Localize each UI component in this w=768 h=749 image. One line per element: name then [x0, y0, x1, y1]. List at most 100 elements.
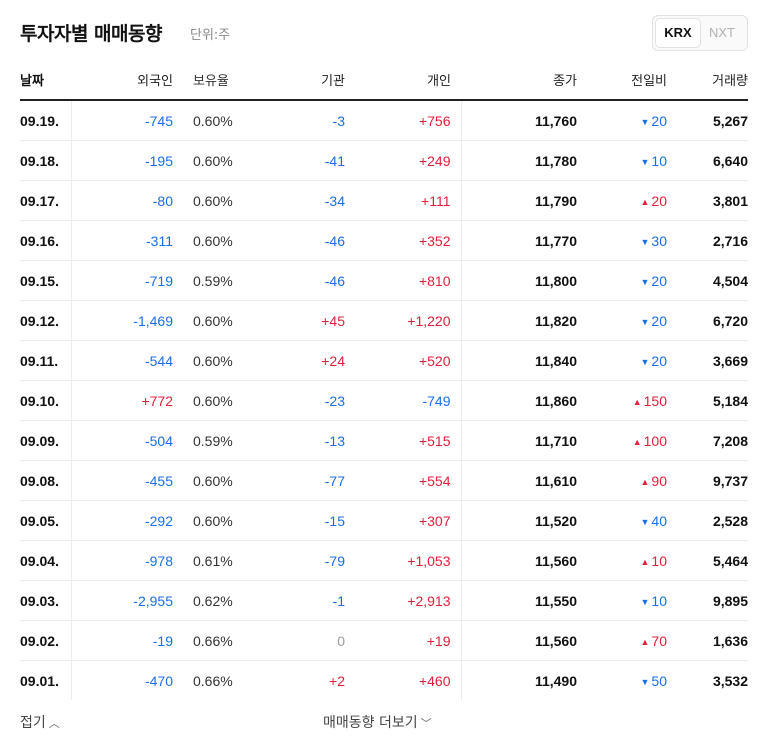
row-holding-ratio: 0.60%	[183, 300, 263, 341]
row-volume: 5,464	[667, 540, 748, 581]
row-individual: +810	[345, 260, 462, 301]
triangle-up-icon: ▲	[640, 636, 650, 647]
triangle-up-icon: ▲	[632, 396, 642, 407]
row-change: ▲ 100	[577, 420, 667, 461]
row-institution: -3	[263, 100, 345, 141]
row-date: 09.09.	[20, 420, 71, 461]
row-individual: +249	[345, 140, 462, 181]
row-volume: 7,208	[667, 420, 748, 461]
row-change-value: 10	[651, 592, 667, 609]
triangle-down-icon: ▼	[640, 276, 650, 287]
row-change: ▼ 20	[577, 100, 667, 141]
triangle-down-icon: ▼	[640, 156, 650, 167]
col-header-close: 종가	[461, 60, 577, 101]
col-header-volume: 거래량	[667, 60, 748, 101]
row-close: 11,710	[461, 420, 577, 461]
row-date: 09.15.	[20, 260, 71, 301]
row-change-value: 20	[651, 112, 667, 129]
row-close: 11,490	[534, 672, 577, 689]
fold-button[interactable]: 접기 ︿	[20, 712, 60, 732]
row-individual: +1,220	[345, 300, 462, 341]
row-change: ▼ 30	[577, 220, 667, 261]
row-institution: -13	[263, 420, 345, 461]
table-row: 09.09. -504 0.59% -13 +515 11,710 ▲ 100 7,208	[20, 420, 748, 461]
row-institution: -15	[263, 500, 345, 541]
more-trading-button[interactable]: 매매동향 더보기 ﹀	[323, 712, 432, 732]
row-holding-ratio: 0.62%	[183, 580, 263, 621]
row-change: ▼ 20	[577, 340, 667, 381]
row-date: 09.19.	[20, 100, 71, 141]
row-individual: +515	[345, 420, 462, 461]
row-volume: 5,267	[667, 100, 748, 141]
row-close: 11,560	[461, 540, 577, 581]
triangle-down-icon: ▼	[640, 676, 650, 687]
row-individual: +460	[345, 660, 462, 700]
chevron-up-icon: ︿	[48, 717, 60, 730]
row-date: 09.12.	[20, 300, 71, 341]
row-change-value: 30	[651, 232, 667, 249]
row-close: 11,550	[461, 580, 577, 621]
col-header-date: 날짜	[20, 60, 71, 101]
row-close: 11,610	[461, 460, 577, 501]
market-toggle: KRX NXT	[652, 15, 748, 51]
table-row: 09.19. -745 0.60% -3 +756 11,760 ▼ 20 5,267	[20, 100, 748, 141]
triangle-up-icon: ▲	[640, 556, 650, 567]
row-volume: 9,895	[667, 580, 748, 621]
row-foreign: -504	[70, 420, 183, 461]
row-volume: 5,184	[667, 380, 748, 421]
row-close: 11,790	[461, 180, 577, 221]
tab-krx[interactable]: KRX	[656, 19, 700, 47]
table-row: 09.05. -292 0.60% -15 +307 11,520 ▼ 40 2,528	[20, 500, 748, 541]
table-row: 09.01. -470 0.66% +2 +460 11,490 ▼ 50 3,532	[20, 660, 748, 700]
triangle-up-icon: ▲	[640, 196, 650, 207]
triangle-down-icon: ▼	[640, 316, 650, 327]
row-foreign: -2,955	[70, 580, 183, 621]
row-change: ▼ 10	[577, 140, 667, 181]
row-change: ▲ 150	[577, 380, 667, 421]
more-trading-label: 매매동향 더보기	[323, 715, 418, 731]
row-close: 11,800	[461, 260, 577, 301]
row-change: ▼ 40	[577, 500, 667, 541]
table-row: 09.15. -719 0.59% -46 +810 11,800 ▼ 20 4,504	[20, 260, 748, 301]
triangle-down-icon: ▼	[640, 236, 650, 247]
row-date: 09.18.	[20, 140, 71, 181]
row-change-value: 20	[651, 192, 667, 209]
row-holding-ratio: 0.60%	[183, 340, 263, 381]
row-close: 11,840	[461, 340, 577, 381]
row-change-value: 150	[643, 392, 667, 409]
triangle-down-icon: ▼	[640, 516, 650, 527]
row-close: 11,760	[461, 100, 577, 141]
row-close: 11,560	[461, 620, 577, 661]
row-change-value: 70	[651, 632, 667, 649]
row-change-value: 50	[651, 672, 667, 689]
row-holding-ratio: 0.59%	[183, 260, 263, 301]
row-foreign: -311	[70, 220, 183, 261]
row-foreign: -470	[70, 660, 183, 700]
table-row: 09.18. -195 0.60% -41 +249 11,780 ▼ 10 6,640	[20, 140, 748, 181]
tab-nxt[interactable]: NXT	[709, 25, 735, 40]
row-foreign: -745	[70, 100, 183, 141]
panel-title: 투자자별 매매동향	[20, 23, 162, 45]
row-foreign: +772	[70, 380, 183, 421]
row-volume: 1,636	[667, 620, 748, 661]
row-institution: -1	[263, 580, 345, 621]
fold-label: 접기	[20, 715, 46, 731]
row-change-value: 20	[651, 272, 667, 289]
table-body: 09.19. -745 0.60% -3 +756 11,760 ▼ 20 5,267 09.18…	[20, 100, 748, 700]
row-foreign: -19	[70, 620, 183, 661]
trading-table: 날짜 외국인 보유율 기관 개인 종가 전일비 거래량 09.19. -745 0.…	[20, 60, 748, 700]
row-close: 11,860	[461, 380, 577, 421]
triangle-down-icon: ▼	[640, 356, 650, 367]
row-holding-ratio: 0.66%	[183, 620, 263, 661]
row-holding-ratio: 0.60%	[183, 100, 263, 141]
chevron-down-icon: ﹀	[420, 717, 432, 730]
triangle-down-icon: ▼	[640, 116, 650, 127]
row-close: 11,770	[461, 220, 577, 261]
triangle-up-icon: ▲	[632, 436, 642, 447]
row-individual: +2,913	[345, 580, 462, 621]
row-holding-ratio: 0.66%	[193, 672, 233, 689]
row-close: 11,780	[461, 140, 577, 181]
row-volume: 2,716	[667, 220, 748, 261]
row-individual: +1,053	[345, 540, 462, 581]
